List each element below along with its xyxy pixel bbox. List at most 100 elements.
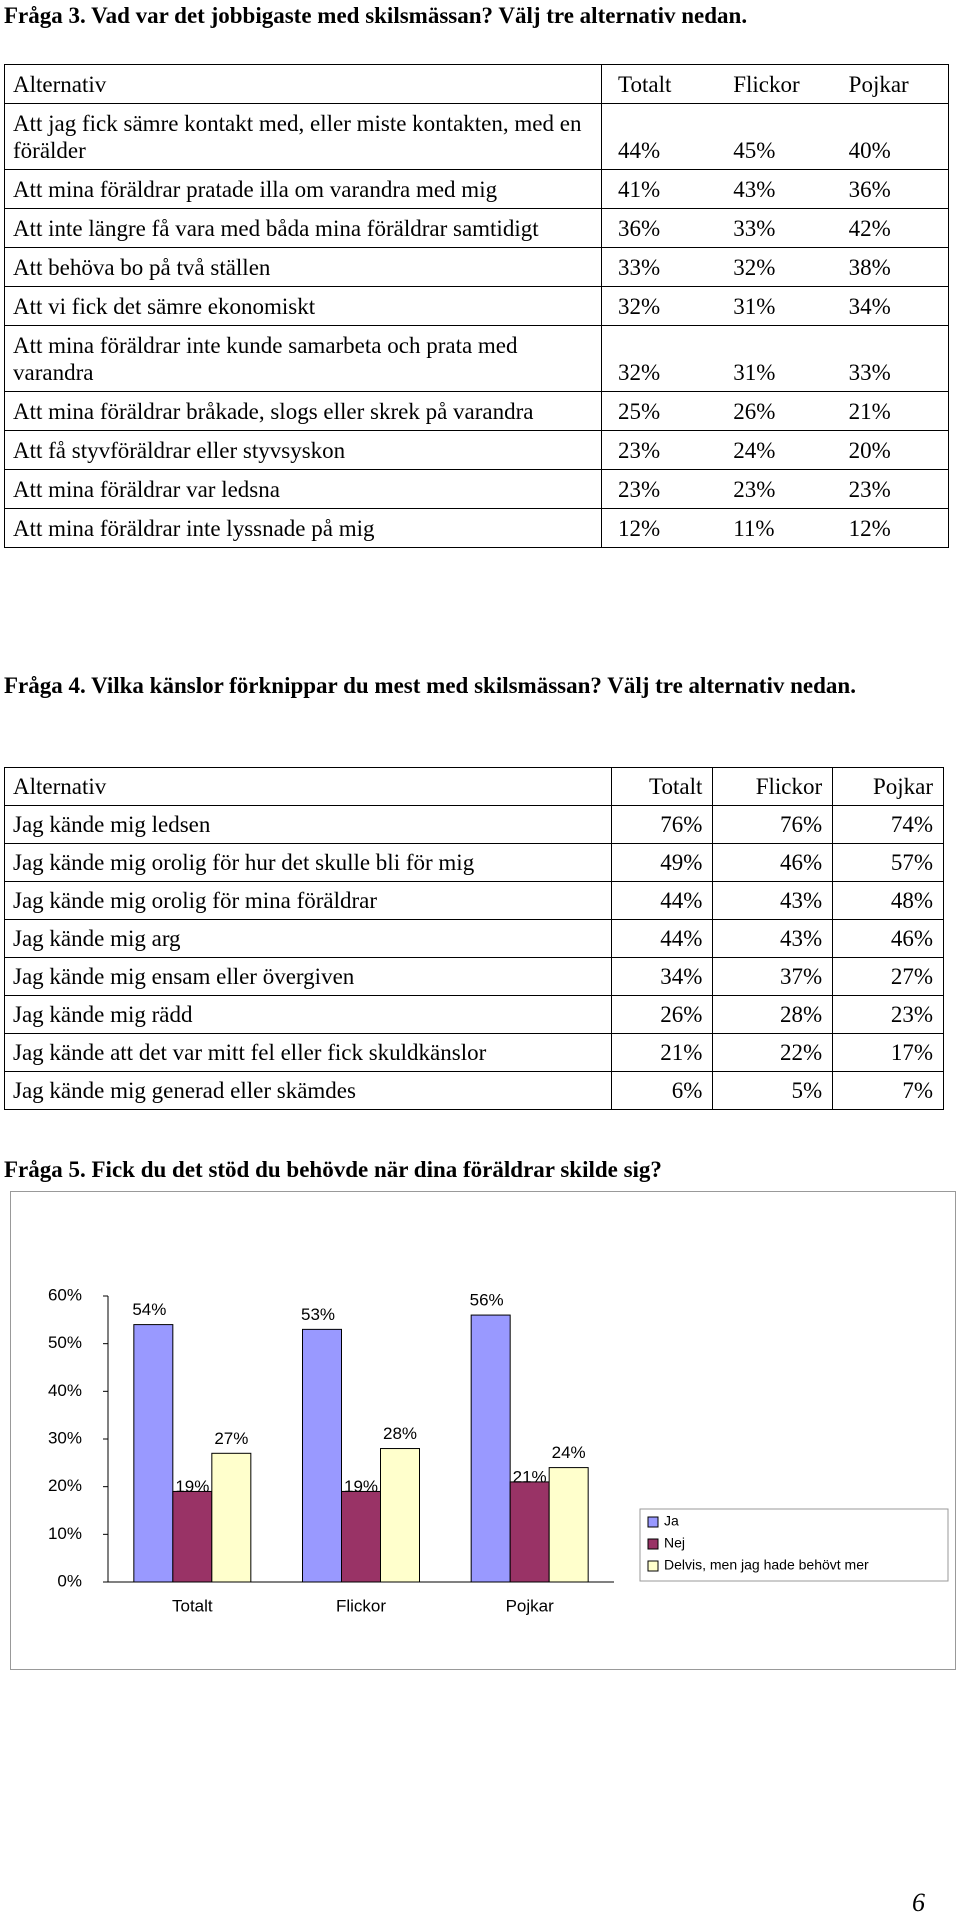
cell-value: 17% <box>832 1033 944 1072</box>
cell-value: 32% <box>717 247 833 287</box>
cell-value: 76% <box>610 805 714 844</box>
cell-value: Pojkar <box>832 767 944 806</box>
cell-value: 23% <box>832 995 944 1034</box>
cell-label: Jag kände mig orolig för mina föräldrar <box>4 881 612 920</box>
cell-label: Att mina föräldrar inte lyssnade på mig <box>4 508 603 548</box>
y-tick-label: 40% <box>48 1381 82 1400</box>
cell-value: 32% <box>601 286 718 326</box>
cell-label: Jag kände mig generad eller skämdes <box>4 1071 612 1110</box>
cell-value: 12% <box>601 508 718 548</box>
question-title: Fråga 3. Vad var det jobbigaste med skil… <box>4 3 748 28</box>
cell-value: 36% <box>832 169 949 209</box>
legend-swatch <box>647 1560 659 1572</box>
cell-label: Jag kände mig orolig för hur det skulle … <box>4 843 612 882</box>
cell-value: 46% <box>712 843 834 882</box>
table-row: Att mina föräldrar inte lyssnade på mig 1… <box>4 508 949 548</box>
data-label: 28% <box>383 1424 417 1443</box>
cell-label: Alternativ <box>4 767 612 806</box>
cell-value: 28% <box>712 995 834 1034</box>
cell-value: Flickor <box>717 64 833 104</box>
cell-label: Att få styvföräldrar eller styvsyskon <box>4 430 603 470</box>
y-tick-label: 50% <box>48 1333 82 1352</box>
question-title: Fråga 5. Fick du det stöd du behövde när… <box>4 1157 662 1182</box>
cell-value: 34% <box>832 286 949 326</box>
cell-label: Jag kände mig arg <box>4 919 612 958</box>
table-row: Jag kände mig generad eller skämdes 6% 5% 7… <box>4 1071 944 1110</box>
bar <box>172 1490 213 1583</box>
table-row: Att vi fick det sämre ekonomiskt 32% 31% 34… <box>4 286 949 326</box>
cell-value: 42% <box>832 208 949 248</box>
bar <box>211 1452 252 1583</box>
cell-value: 23% <box>717 469 833 509</box>
legend-label: Ja <box>664 1513 679 1529</box>
cell-label: Jag kände mig ledsen <box>4 805 612 844</box>
cell-value: 37% <box>712 957 834 996</box>
cell-value: 23% <box>832 469 949 509</box>
cell-value: 33% <box>717 208 833 248</box>
cell-value: 40% <box>832 103 949 170</box>
table-row: Att mina föräldrar var ledsna 23% 23% 23% <box>4 469 949 509</box>
cell-value: Totalt <box>610 767 714 806</box>
cell-label: Att mina föräldrar pratade illa om varan… <box>4 169 603 209</box>
cell-value: 49% <box>610 843 714 882</box>
page-number: 6 <box>912 1888 925 1917</box>
table-row: Jag kände mig arg 44% 43% 46% <box>4 919 944 958</box>
cell-label: Att behöva bo på två ställen <box>4 247 603 287</box>
table-row: Att mina föräldrar pratade illa om varan… <box>4 169 949 209</box>
cell-value: 33% <box>601 247 718 287</box>
cell-value: 74% <box>832 805 944 844</box>
bar <box>133 1324 174 1583</box>
cell-value: Totalt <box>601 64 718 104</box>
bar <box>302 1328 342 1583</box>
question-title: Fråga 4. Vilka känslor förknippar du mes… <box>4 673 856 698</box>
table-row: Att få styvföräldrar eller styvsyskon 23%… <box>4 430 949 470</box>
x-tick-label: Totalt <box>172 1596 213 1615</box>
y-tick-label: 10% <box>48 1524 82 1543</box>
cell-value: 20% <box>832 430 949 470</box>
cell-value: 76% <box>712 805 834 844</box>
cell-value: 22% <box>712 1033 834 1072</box>
cell-value: 5% <box>712 1071 834 1110</box>
data-label: 56% <box>470 1291 504 1310</box>
x-tick-label: Pojkar <box>506 1596 555 1615</box>
legend-swatch <box>647 1538 659 1550</box>
legend-label: Nej <box>664 1535 685 1551</box>
cell-label: Att jag fick sämre kontakt med, eller mi… <box>4 103 603 170</box>
data-label: 27% <box>214 1429 248 1448</box>
cell-label: Jag kände att det var mitt fel eller fic… <box>4 1033 612 1072</box>
table-row: Jag kände mig orolig för hur det skulle … <box>4 843 944 882</box>
table-row: Jag kände mig ledsen 76% 76% 74% <box>4 805 944 844</box>
y-tick-label: 60% <box>48 1285 82 1304</box>
cell-value: 25% <box>601 391 718 431</box>
table-row: Jag kände mig rädd 26% 28% 23% <box>4 995 944 1034</box>
cell-value: 31% <box>717 325 833 392</box>
cell-label: Att mina föräldrar inte kunde samarbeta … <box>4 325 603 392</box>
cell-label: Att inte längre få vara med båda mina fö… <box>4 208 603 248</box>
data-label: 54% <box>132 1300 166 1319</box>
cell-value: 21% <box>610 1033 714 1072</box>
cell-value: 44% <box>601 103 718 170</box>
cell-value: 21% <box>832 391 949 431</box>
y-tick-label: 30% <box>48 1428 82 1447</box>
cell-value: 38% <box>832 247 949 287</box>
cell-label: Att vi fick det sämre ekonomiskt <box>4 286 603 326</box>
legend-swatch <box>647 1516 659 1528</box>
table-row: Att inte längre få vara med båda mina fö… <box>4 208 949 248</box>
data-label: 19% <box>344 1477 378 1496</box>
cell-label: Att mina föräldrar bråkade, slogs eller … <box>4 391 603 431</box>
cell-value: 33% <box>832 325 949 392</box>
cell-value: 26% <box>717 391 833 431</box>
data-label: 19% <box>175 1477 209 1496</box>
cell-label: Jag kände mig ensam eller övergiven <box>4 957 612 996</box>
cell-value: 48% <box>832 881 944 920</box>
header-row: Alternativ Totalt Flickor Pojkar <box>4 767 944 806</box>
data-label: 21% <box>513 1467 547 1486</box>
y-tick-label: 0% <box>57 1571 82 1590</box>
cell-value: 36% <box>601 208 718 248</box>
y-tick-label: 20% <box>48 1476 82 1495</box>
cell-value: 43% <box>712 919 834 958</box>
cell-value: 46% <box>832 919 944 958</box>
table-row: Att mina föräldrar inte kunde samarbeta … <box>4 325 949 392</box>
cell-value: 44% <box>610 881 714 920</box>
